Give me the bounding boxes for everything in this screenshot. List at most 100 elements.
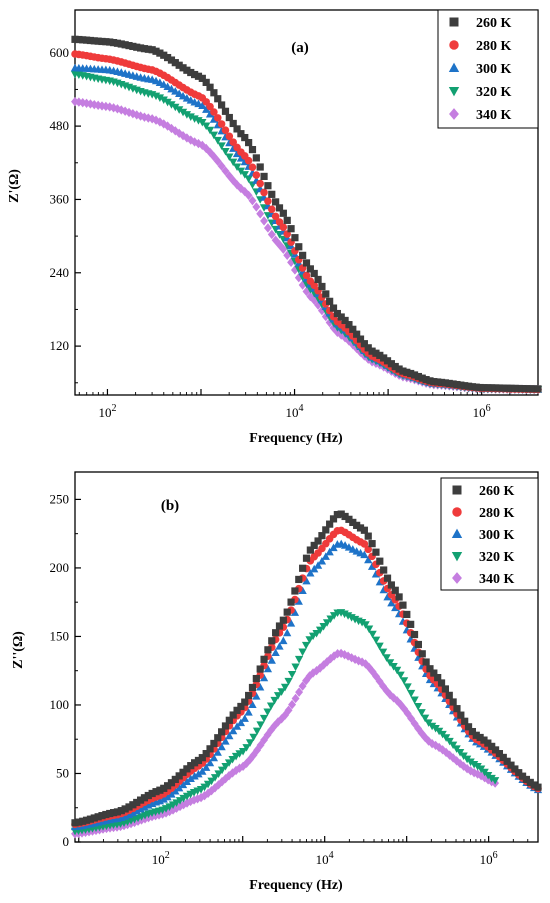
panel-a-data-point bbox=[167, 101, 176, 109]
panel-b-data-point bbox=[202, 763, 211, 771]
panel-a-data-point bbox=[202, 105, 211, 113]
panel-a-data-point bbox=[279, 209, 287, 217]
panel-a-legend: 260 K 280 K 300 K 320 K 340 K bbox=[437, 9, 539, 129]
panel-b-data-point bbox=[294, 655, 304, 664]
panel-a-data-point bbox=[198, 140, 207, 151]
panel-a-legend-marker bbox=[449, 40, 459, 50]
panel-a-data-point bbox=[245, 138, 253, 147]
panel-a-data-point bbox=[407, 369, 415, 378]
panel-a-data-point bbox=[186, 113, 195, 121]
panel-a-legend-label: 340 K bbox=[476, 108, 512, 123]
panel-b-data-point bbox=[312, 629, 321, 638]
panel-a-data-point bbox=[221, 166, 230, 176]
panel-b-data-point bbox=[326, 615, 335, 624]
panel-b-data-point bbox=[364, 625, 374, 634]
panel-b-data-point bbox=[410, 718, 419, 729]
panel-a-data-point bbox=[468, 383, 477, 391]
panel-a-data-point bbox=[240, 186, 249, 197]
panel-b-data-point bbox=[224, 759, 234, 767]
panel-b-data-point bbox=[204, 788, 213, 799]
panel-b-data-point bbox=[406, 689, 416, 698]
panel-b-data-point bbox=[163, 792, 172, 801]
panel-a-data-point bbox=[391, 362, 399, 371]
panel-a-y-tick-label: 600 bbox=[50, 45, 70, 60]
panel-a-data-point bbox=[283, 216, 291, 224]
panel-a-legend-marker bbox=[448, 62, 460, 73]
panel-a-data-point bbox=[337, 313, 345, 321]
panel-a-data-point bbox=[437, 378, 446, 387]
panel-b-data-point bbox=[218, 728, 226, 736]
panel-a-data-point bbox=[353, 330, 361, 338]
panel-a-data-point bbox=[445, 379, 453, 388]
panel-b-data-point bbox=[372, 548, 380, 556]
panel-a-data-point bbox=[306, 265, 314, 273]
panel-b-series-340k bbox=[71, 648, 500, 839]
panel-b-data-point bbox=[252, 727, 262, 736]
panel-a-data-point bbox=[182, 133, 191, 143]
panel-b-data-point bbox=[473, 762, 482, 771]
panel-a-data-point bbox=[364, 344, 372, 352]
panel-b-data-point bbox=[238, 747, 248, 756]
panel-b-data-point bbox=[171, 775, 179, 783]
panel-b-data-point bbox=[256, 682, 265, 691]
panel-b-data-point bbox=[449, 698, 457, 706]
panel-b-data-point bbox=[337, 510, 345, 518]
panel-b-data-point bbox=[252, 674, 260, 683]
panel-b-data-point bbox=[273, 692, 283, 700]
panel-b-series-320k bbox=[70, 609, 500, 836]
panel-a-data-point bbox=[241, 133, 249, 142]
panel-b-data-point bbox=[407, 620, 415, 628]
panel-b-data-point bbox=[358, 657, 367, 667]
panel-a-data-point bbox=[345, 321, 353, 329]
panel-a-y-tick-label: 120 bbox=[50, 338, 70, 353]
panel-b-data-point bbox=[284, 677, 293, 686]
panel-b-data-point bbox=[445, 691, 453, 699]
panel-b-data-point bbox=[271, 648, 280, 657]
panel-b-y-tick-label: 150 bbox=[50, 628, 70, 643]
panel-b-data-point bbox=[187, 762, 195, 770]
panel-b-data-point bbox=[252, 692, 261, 700]
panel-b-x-tick-label: 106 bbox=[480, 850, 498, 867]
panel-a-data-point bbox=[341, 316, 349, 325]
panel-a-series-260k bbox=[71, 35, 542, 393]
panel-a-data-point bbox=[237, 130, 245, 138]
panel-b-data-point bbox=[295, 687, 304, 697]
panel-b-data-point bbox=[167, 790, 176, 798]
panel-b-data-point bbox=[82, 816, 91, 824]
panel-b-data-point bbox=[375, 642, 384, 651]
panel-b-data-point bbox=[361, 621, 370, 629]
panel-b-data-point bbox=[182, 777, 192, 785]
panel-b-data-point bbox=[213, 748, 222, 756]
panel-b-data-point bbox=[171, 786, 180, 795]
panel-a-data-point bbox=[329, 304, 338, 312]
panel-b-data-point bbox=[472, 731, 480, 739]
panel-a-data-point bbox=[171, 103, 180, 112]
panel-b-data-point bbox=[438, 745, 447, 755]
panel-b-data-point bbox=[515, 769, 523, 777]
panel-a-label: (a) bbox=[291, 40, 309, 56]
panel-b-data-point bbox=[240, 714, 249, 722]
panel-b-data-point bbox=[218, 777, 227, 787]
panel-a-data-point bbox=[102, 38, 110, 46]
panel-b-data-point bbox=[503, 757, 511, 765]
panel-b-data-point bbox=[329, 515, 338, 523]
panel-a-data-point bbox=[310, 281, 318, 290]
panel-b-data-point bbox=[385, 659, 395, 667]
panel-b-data-point bbox=[256, 721, 265, 729]
panel-b-data-point bbox=[313, 561, 323, 569]
panel-a-data-point bbox=[98, 37, 106, 46]
panel-a-data-point bbox=[163, 98, 172, 107]
panel-b-data-point bbox=[259, 673, 269, 682]
panel-b-data-point bbox=[249, 733, 258, 742]
panel-a-data-point bbox=[299, 251, 307, 259]
panel-b-data-point bbox=[326, 520, 334, 528]
panel-a-data-point bbox=[476, 383, 484, 392]
panel-b-data-point bbox=[507, 761, 515, 769]
panel-b-data-point bbox=[418, 650, 426, 658]
panel-a-data-point bbox=[229, 138, 237, 146]
panel-b-data-point bbox=[207, 777, 216, 786]
panel-b-label: (b) bbox=[161, 498, 179, 514]
panel-a-data-point bbox=[191, 70, 199, 79]
panel-a-data-point bbox=[140, 112, 149, 122]
panel-a-data-point bbox=[217, 142, 226, 150]
